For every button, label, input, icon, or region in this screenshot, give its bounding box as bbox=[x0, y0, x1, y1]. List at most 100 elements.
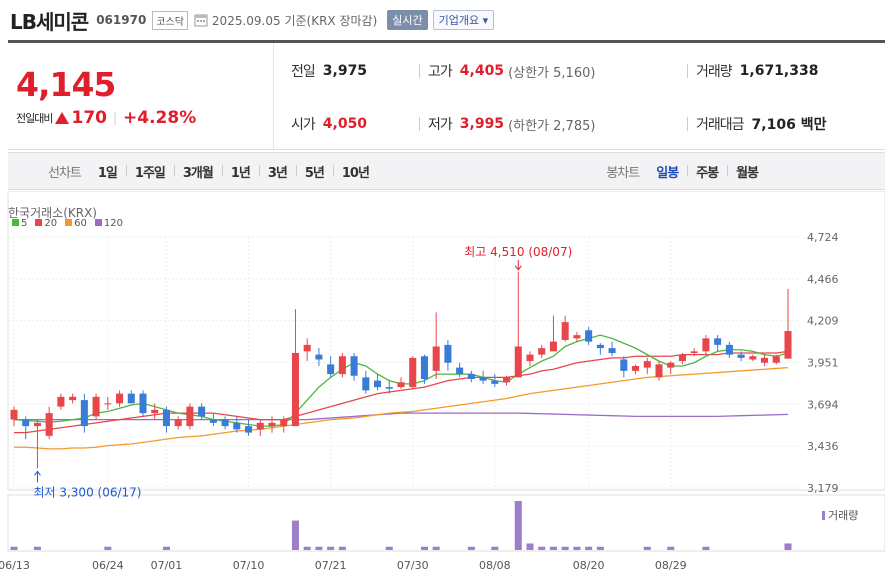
volume-bar bbox=[385, 546, 393, 550]
ma120-line bbox=[14, 412, 789, 421]
change-separator: | bbox=[112, 111, 118, 125]
volume-bar bbox=[596, 546, 604, 550]
tab-3m[interactable]: 3개월 bbox=[173, 162, 222, 181]
lower-limit: (하한가 2,785) bbox=[508, 118, 596, 134]
volume-bar bbox=[432, 546, 440, 550]
company-overview-dropdown[interactable]: 기업개요 ▾ bbox=[432, 10, 495, 30]
volume-bar bbox=[315, 546, 323, 550]
candle-body bbox=[338, 356, 346, 375]
ma-legend: 5 20 60 120 bbox=[12, 218, 123, 229]
current-price: 4,145 bbox=[16, 65, 116, 104]
tab-10y[interactable]: 10년 bbox=[332, 162, 378, 181]
stock-header: LB세미콘 061970 코스닥 2025.09.05 기준(KRX 장마감) … bbox=[0, 0, 885, 40]
x-tick-label: 06/13 bbox=[0, 559, 30, 572]
candle-body bbox=[151, 409, 159, 414]
tab-1y[interactable]: 1년 bbox=[221, 162, 259, 181]
candle-body bbox=[444, 344, 452, 363]
turnover-value: 7,106 백만 bbox=[751, 117, 827, 133]
candle-body bbox=[690, 351, 698, 353]
tab-1w[interactable]: 1주일 bbox=[125, 162, 174, 181]
candle-body bbox=[10, 409, 18, 420]
volume-legend-swatch bbox=[822, 511, 825, 520]
open-value: 4,050 bbox=[322, 116, 368, 132]
candle-body bbox=[315, 354, 323, 360]
candle-body bbox=[714, 338, 722, 345]
candle-body bbox=[526, 354, 534, 362]
candle-body bbox=[596, 344, 604, 349]
tab-daily[interactable]: 일봉 bbox=[656, 165, 679, 181]
tab-3y[interactable]: 3년 bbox=[258, 162, 296, 181]
candle-body bbox=[174, 419, 182, 427]
candle-body bbox=[245, 426, 253, 433]
chart-canvas[interactable]: 4,724 4,466 4,209 3,951 3,694 3,436 3,179 06/13… bbox=[0, 191, 885, 582]
ma-legend-label: 120 bbox=[103, 218, 123, 229]
candle-body bbox=[420, 356, 428, 379]
x-tick-label: 07/21 bbox=[315, 559, 347, 572]
change-percent: +4.28% bbox=[123, 108, 197, 128]
y-tick-label: 3,694 bbox=[807, 398, 839, 411]
candle-body bbox=[432, 346, 440, 371]
candle-body bbox=[772, 356, 780, 363]
volume-bar bbox=[303, 546, 311, 550]
market-badge: 코스닥 bbox=[152, 10, 188, 30]
candle-body bbox=[186, 406, 194, 427]
candle-body bbox=[737, 354, 745, 358]
volume-label: 거래량 bbox=[696, 64, 733, 80]
volume-stat: 거래량 1,671,338 bbox=[696, 61, 818, 81]
ma-legend-swatch bbox=[35, 219, 43, 226]
open-label: 시가 bbox=[291, 117, 316, 133]
upper-limit: (상한가 5,160) bbox=[508, 65, 596, 81]
candle-body bbox=[385, 387, 393, 389]
x-tick-label: 08/29 bbox=[655, 559, 687, 572]
candle-body bbox=[503, 377, 511, 383]
tab-weekly[interactable]: 주봉 bbox=[687, 162, 727, 181]
stat-divider bbox=[419, 64, 420, 78]
date-text: 2025.09.05 기준(KRX 장마감) bbox=[211, 13, 378, 28]
tab-1d[interactable]: 1일 bbox=[97, 165, 118, 181]
volume-bar bbox=[514, 501, 522, 550]
candle-body bbox=[92, 396, 100, 417]
change-amount: 170 bbox=[71, 108, 107, 128]
ma-legend-swatch bbox=[12, 219, 19, 226]
volume-bar bbox=[573, 546, 581, 550]
ma-legend-item: 5 bbox=[12, 218, 27, 229]
candle-body bbox=[549, 341, 557, 352]
x-tick-label: 07/01 bbox=[151, 559, 183, 572]
open-stat: 시가 4,050 bbox=[291, 114, 367, 134]
candle-body bbox=[139, 393, 147, 414]
candle-body bbox=[573, 335, 581, 339]
y-tick-label: 3,179 bbox=[807, 482, 839, 495]
candle-body bbox=[585, 330, 593, 342]
realtime-button[interactable]: 실시간 bbox=[387, 10, 428, 30]
candle-body bbox=[632, 365, 640, 371]
candle-body bbox=[491, 380, 499, 384]
candle-body bbox=[667, 362, 675, 368]
candle-body bbox=[268, 422, 276, 427]
low-value: 3,995 bbox=[459, 116, 505, 132]
volume-bar bbox=[104, 546, 112, 550]
candle-body bbox=[256, 422, 264, 430]
candle-body bbox=[350, 356, 358, 376]
candle-body bbox=[561, 322, 569, 340]
candle-body bbox=[280, 419, 288, 427]
volume-bar bbox=[643, 546, 651, 550]
exchange-label: 한국거래소(KRX) bbox=[8, 206, 97, 220]
tab-5y[interactable]: 5년 bbox=[295, 162, 333, 181]
max-arrow-head bbox=[514, 265, 522, 271]
volume-bar bbox=[538, 546, 546, 550]
volume-bar bbox=[784, 543, 792, 550]
volume-legend-label: 거래량 bbox=[828, 509, 858, 522]
candle-body bbox=[514, 346, 522, 378]
candle-body bbox=[22, 419, 30, 427]
price-chart[interactable]: 4,724 4,466 4,209 3,951 3,694 3,436 3,179 06/13… bbox=[0, 191, 885, 582]
tab-monthly[interactable]: 월봉 bbox=[727, 162, 767, 181]
candle-body bbox=[198, 406, 206, 417]
high-label: 고가 bbox=[428, 64, 453, 80]
candle-body bbox=[678, 354, 686, 362]
x-tick-label: 06/24 bbox=[92, 559, 124, 572]
candle-body bbox=[104, 403, 112, 405]
candle-body bbox=[127, 393, 135, 404]
candle-body bbox=[291, 352, 299, 427]
x-tick-label: 08/08 bbox=[479, 559, 511, 572]
prev-close-stat: 전일 3,975 bbox=[291, 61, 367, 81]
